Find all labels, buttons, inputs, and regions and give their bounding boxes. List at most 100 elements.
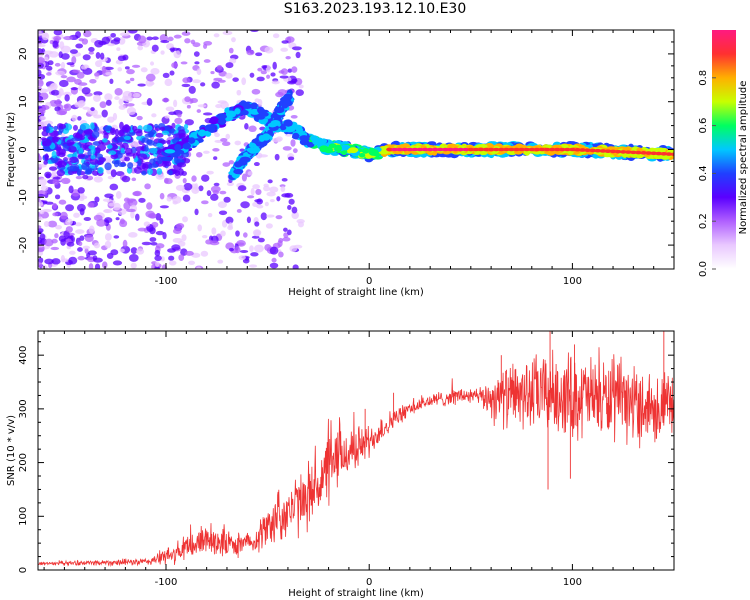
spectral-cell	[181, 83, 191, 88]
spectral-cell	[105, 99, 112, 106]
spectral-cell	[38, 200, 44, 207]
spectral-cell	[246, 216, 252, 224]
spectral-cell	[124, 147, 133, 155]
spectral-cell	[109, 127, 116, 136]
spectral-cell	[216, 64, 223, 71]
spectral-cell	[271, 114, 280, 119]
colorbar: 0.0 0.2 0.4 0.6 0.8 Normalized spectral ampli…	[698, 30, 749, 277]
spectral-cell	[87, 202, 95, 208]
spectral-cell	[477, 147, 485, 152]
spectral-cell	[155, 213, 162, 221]
spectral-cell	[231, 37, 236, 43]
spectral-cell	[144, 183, 151, 190]
spectral-cell	[174, 144, 182, 151]
spectral-cell	[66, 76, 76, 83]
spectral-cell	[141, 241, 152, 246]
colorbar-tick-label: 0.2	[698, 213, 709, 229]
spectral-cell	[155, 261, 160, 268]
spectral-cell	[60, 255, 65, 263]
spectral-cell	[184, 96, 191, 103]
spectral-cell	[650, 151, 658, 156]
spectral-cell	[109, 78, 114, 85]
spectral-cell	[472, 147, 480, 152]
spectral-cell	[270, 72, 276, 77]
spectral-cell	[324, 146, 334, 154]
spectral-cell	[42, 138, 52, 147]
spectral-cell	[174, 169, 181, 176]
spectral-cell	[278, 251, 284, 258]
spectral-cell	[220, 138, 228, 142]
spectral-cell	[146, 202, 153, 210]
spectral-cell	[38, 225, 42, 229]
spectral-cell	[210, 193, 219, 201]
spectral-cell	[160, 50, 165, 55]
spectral-cell	[65, 218, 73, 226]
spectral-cell	[196, 109, 202, 113]
spectral-cell	[194, 208, 199, 216]
spectral-cell	[132, 191, 141, 197]
spectral-cell	[218, 210, 228, 216]
spectral-cell	[39, 88, 48, 93]
spectral-cell	[513, 147, 520, 152]
spectral-cell	[115, 159, 121, 164]
spectral-cell	[135, 213, 140, 221]
spectral-cell	[52, 40, 59, 48]
spectral-cell	[44, 238, 54, 247]
spectral-cell	[236, 239, 246, 247]
spectral-cell	[155, 173, 165, 180]
spectral-cell	[101, 109, 108, 118]
spectral-cell	[38, 30, 42, 37]
spectral-cell	[64, 94, 70, 102]
spectral-cell	[137, 45, 144, 51]
spectral-cell	[228, 160, 235, 165]
spectral-cell	[146, 36, 153, 41]
colorbar-tick-label: 0.4	[698, 165, 709, 181]
spectral-cell	[258, 134, 266, 142]
spectral-cell	[258, 111, 269, 117]
snr-plot	[38, 331, 674, 567]
spectral-cell	[467, 147, 475, 152]
spectral-cell	[94, 39, 104, 48]
spectral-cell	[119, 32, 130, 37]
spectral-cell	[220, 230, 226, 237]
spectral-cell	[624, 150, 632, 154]
spectral-cell	[164, 161, 172, 167]
spectral-cell	[44, 171, 52, 178]
spectral-cell	[110, 32, 116, 38]
spectral-cell	[45, 126, 50, 134]
spectral-cell	[599, 149, 607, 153]
spectral-cell	[211, 227, 217, 235]
spectral-cell	[292, 132, 300, 140]
spectral-cell	[173, 99, 178, 108]
spectral-cell	[482, 147, 490, 152]
spectral-cell	[246, 50, 255, 56]
spectral-cell	[102, 125, 113, 132]
spectral-cell	[101, 65, 107, 74]
spectral-cell	[94, 263, 101, 269]
spectral-cell	[217, 100, 227, 104]
spectral-cell	[196, 68, 202, 75]
spectral-cell	[76, 71, 85, 79]
spectral-cell	[182, 77, 191, 84]
spectral-cell	[137, 158, 142, 167]
spectral-cell	[252, 184, 260, 190]
spectral-cell	[49, 166, 58, 171]
spectral-cell	[46, 72, 52, 76]
spectral-cell	[95, 51, 101, 59]
spectral-cell	[66, 139, 75, 147]
spectral-cell	[151, 113, 157, 118]
spectral-cell	[217, 117, 227, 125]
spectral-cell	[108, 150, 117, 155]
spectral-cell	[128, 232, 138, 238]
spectral-cell	[109, 183, 119, 191]
spectral-cell	[225, 133, 231, 140]
spectral-cell	[131, 64, 141, 68]
spectral-cell	[188, 137, 196, 144]
spectral-cell	[116, 136, 124, 142]
spectral-cell	[171, 244, 181, 251]
spectral-cell	[282, 146, 292, 151]
spectral-cell	[274, 153, 280, 161]
spectral-cell	[137, 227, 147, 232]
spectral-cell	[361, 148, 370, 154]
